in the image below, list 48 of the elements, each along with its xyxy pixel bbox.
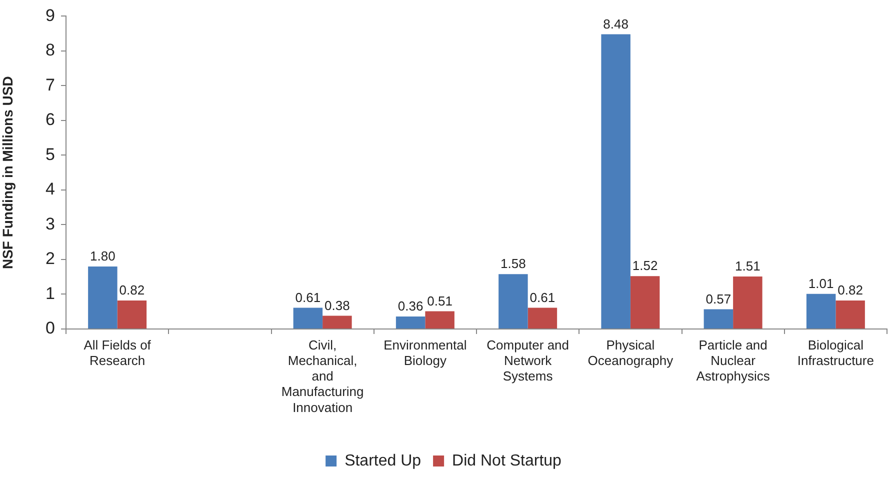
y-tick-label: 4 bbox=[46, 180, 55, 199]
bar bbox=[528, 308, 558, 328]
data-label: 1.58 bbox=[500, 256, 526, 272]
bar bbox=[498, 274, 528, 328]
bar bbox=[88, 266, 118, 328]
y-tick-label: 1 bbox=[46, 284, 55, 303]
y-axis-title: NSF Funding in Millions USD bbox=[0, 76, 16, 270]
data-label: 0.36 bbox=[398, 298, 424, 314]
data-label: 0.82 bbox=[838, 282, 863, 298]
bar bbox=[322, 316, 352, 328]
bar bbox=[396, 316, 426, 328]
x-tick-label: Physical Oceanography bbox=[588, 337, 674, 368]
bar bbox=[601, 34, 630, 328]
data-label: 0.57 bbox=[706, 291, 732, 306]
data-label: 1.80 bbox=[90, 248, 116, 264]
y-tick-label: 8 bbox=[46, 40, 55, 60]
y-tick-label: 0 bbox=[46, 318, 55, 338]
y-tick-label: 5 bbox=[46, 144, 55, 164]
x-tick-label: Particle and Nuclear Astrophysics bbox=[696, 337, 770, 384]
x-tick-label: Computer and Network Systems bbox=[486, 337, 570, 384]
data-label: 8.48 bbox=[603, 16, 628, 32]
x-tick-label: Environmental Biology bbox=[384, 337, 467, 368]
x-tick-label: Civil, Mechanical, and Manufacturing Innovation bbox=[281, 337, 364, 415]
y-tick-label: 9 bbox=[46, 6, 55, 25]
bar bbox=[806, 294, 836, 328]
y-tick-label: 2 bbox=[46, 249, 55, 268]
legend-label: Did Not Startup bbox=[452, 452, 562, 470]
data-label: 0.82 bbox=[119, 282, 145, 298]
bar bbox=[293, 308, 323, 328]
bar bbox=[704, 309, 734, 328]
y-tick-label: 7 bbox=[46, 75, 55, 94]
x-tick-label: All Fields of Research bbox=[84, 337, 152, 368]
x-tick-label: Biological Infrastructure bbox=[797, 337, 874, 368]
legend-label: Started Up bbox=[344, 452, 422, 470]
data-label: 1.01 bbox=[808, 276, 834, 291]
data-label: 1.51 bbox=[735, 258, 760, 274]
bar bbox=[836, 300, 865, 328]
y-tick-label: 6 bbox=[46, 110, 55, 130]
bar bbox=[630, 276, 660, 328]
bar bbox=[425, 311, 454, 328]
data-label: 0.61 bbox=[530, 290, 556, 305]
data-label: 1.52 bbox=[632, 258, 658, 274]
data-label: 0.61 bbox=[295, 290, 321, 305]
y-tick-label: 3 bbox=[46, 214, 55, 234]
bar bbox=[117, 300, 147, 328]
data-label: 0.51 bbox=[427, 293, 452, 308]
data-label: 0.38 bbox=[324, 298, 350, 313]
bar bbox=[733, 276, 762, 328]
